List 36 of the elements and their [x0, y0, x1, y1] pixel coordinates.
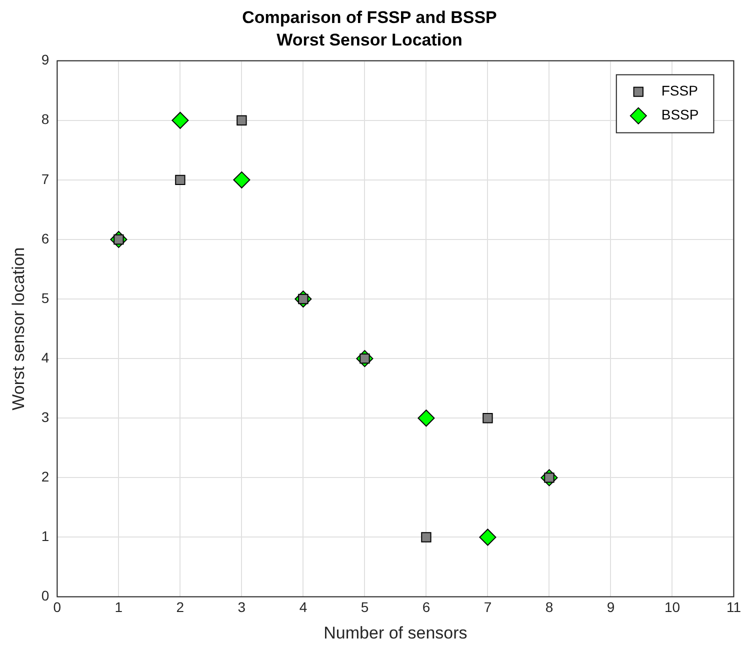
y-tick-label: 9 — [41, 52, 50, 68]
point — [479, 528, 496, 546]
y-tick-label: 8 — [41, 111, 50, 128]
x-tick-label: 3 — [238, 599, 246, 616]
y-tick-label: 3 — [41, 408, 50, 425]
y-tick-label: 2 — [41, 468, 50, 485]
x-tick-label: 8 — [545, 599, 554, 616]
x-tick-label: 6 — [422, 599, 430, 616]
x-tick-label: 10 — [664, 599, 680, 616]
point — [233, 171, 250, 188]
chart-subtitle: Worst Sensor Location — [276, 30, 462, 50]
legend-label: BSSP — [661, 106, 699, 123]
y-tick-label: 1 — [41, 528, 50, 544]
point — [421, 532, 432, 542]
y-tick-label: 6 — [41, 230, 50, 246]
x-tick-label: 7 — [484, 599, 492, 616]
x-tick-label: 11 — [726, 599, 742, 616]
y-tick-label: 5 — [41, 290, 50, 306]
point — [236, 115, 247, 126]
point — [482, 413, 493, 424]
y-tick-label: 7 — [41, 170, 50, 187]
x-tick-label: 4 — [299, 599, 308, 616]
y-tick-label: 0 — [41, 588, 50, 604]
chart-title: Comparison of FSSP and BSSP — [242, 8, 497, 27]
point — [418, 410, 435, 427]
y-tick-label: 4 — [41, 349, 50, 366]
legend-label: FSSP — [661, 82, 698, 99]
point — [172, 112, 189, 129]
x-tick-label: 1 — [114, 599, 123, 616]
y-axis-title: Worst sensor location — [8, 247, 28, 410]
x-tick-label: 9 — [606, 599, 615, 616]
x-tick-label: 5 — [360, 599, 369, 616]
x-tick-label: 2 — [176, 599, 184, 616]
x-tick-label: 0 — [53, 599, 62, 616]
x-axis-title: Number of sensors — [324, 623, 468, 642]
point — [175, 174, 186, 186]
